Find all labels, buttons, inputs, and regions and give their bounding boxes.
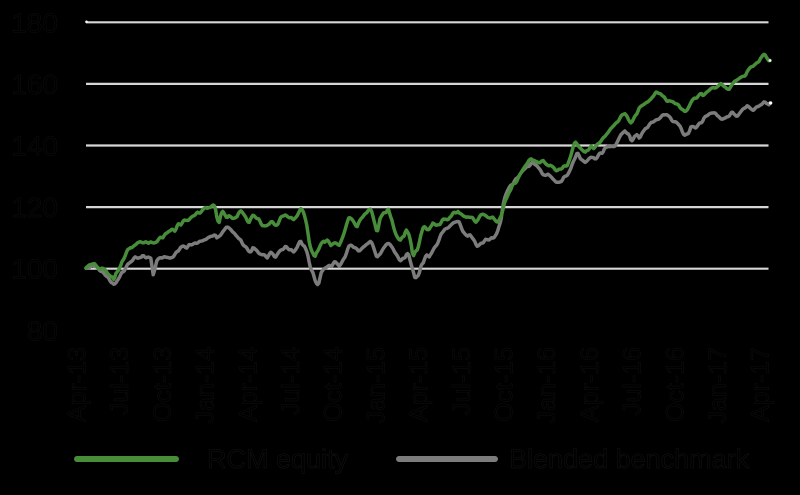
svg-text:Apr-14: Apr-14 [234, 347, 262, 422]
svg-text:120: 120 [11, 192, 58, 223]
svg-text:Apr-16: Apr-16 [576, 347, 604, 422]
svg-text:Jan-14: Jan-14 [192, 347, 220, 424]
svg-text:Apr-15: Apr-15 [405, 347, 433, 422]
svg-text:Oct-15: Oct-15 [491, 347, 519, 422]
svg-text:Jan-17: Jan-17 [704, 347, 732, 423]
svg-text:Oct-16: Oct-16 [661, 347, 689, 422]
svg-text:Jul-15: Jul-15 [448, 347, 476, 415]
svg-text:Jan-16: Jan-16 [533, 347, 561, 423]
svg-text:Jul-16: Jul-16 [619, 347, 647, 415]
svg-text:Apr-13: Apr-13 [64, 347, 92, 422]
svg-text:180: 180 [11, 7, 58, 38]
svg-text:Oct-14: Oct-14 [320, 347, 348, 422]
svg-text:100: 100 [11, 254, 58, 285]
svg-text:Jul-13: Jul-13 [106, 347, 134, 415]
svg-text:RCM equity: RCM equity [207, 444, 349, 474]
svg-text:Apr-17: Apr-17 [747, 347, 775, 422]
svg-text:140: 140 [11, 131, 58, 162]
svg-text:80: 80 [27, 315, 58, 346]
svg-text:Jan-15: Jan-15 [362, 347, 390, 423]
svg-text:Jul-14: Jul-14 [277, 347, 305, 415]
svg-text:160: 160 [11, 69, 58, 100]
svg-text:Oct-13: Oct-13 [149, 347, 177, 422]
svg-text:Blended benchmark: Blended benchmark [509, 444, 750, 474]
